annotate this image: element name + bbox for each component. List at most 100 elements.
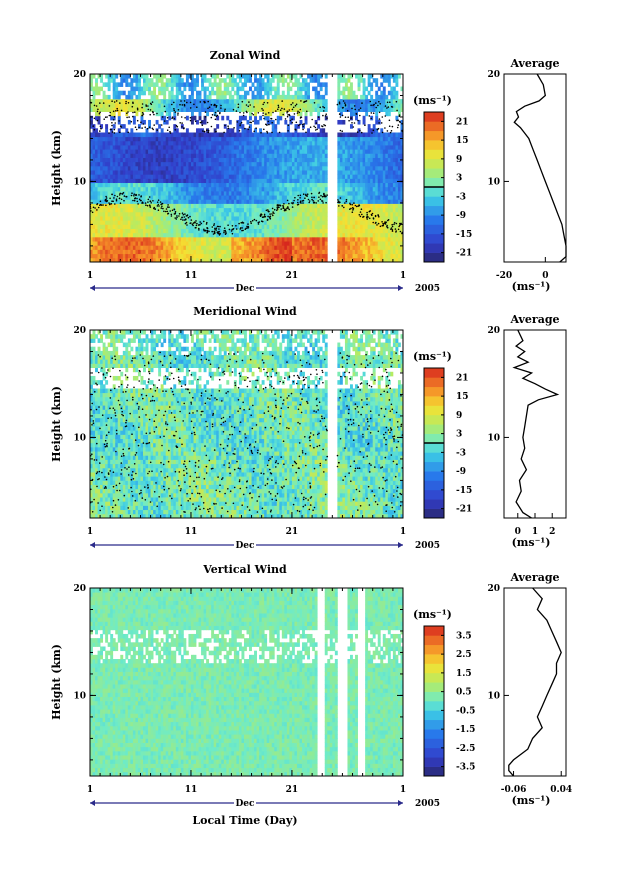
heatmap-cell [183,145,187,150]
heatmap-cell [347,99,351,104]
contour-dot [136,200,139,203]
heatmap-cell [150,207,154,213]
heatmap-cell [344,253,348,259]
heatmap-cell [385,153,389,158]
heatmap-cell [170,78,174,83]
heatmap-cell [302,161,305,167]
heatmap-cell [276,140,280,146]
heatmap-cell [281,249,285,255]
heatmap-cell [198,190,202,196]
heatmap-cell [168,99,172,104]
heatmap-cell [208,170,212,175]
heatmap-cell [304,178,308,184]
heatmap-cell [178,149,182,154]
heatmap-cell [170,203,174,209]
heatmap-cell [271,170,275,175]
heatmap-cell [193,199,197,204]
contour-dot [240,121,243,124]
heatmap-cell [163,115,167,121]
heatmap-cell [342,241,346,246]
heatmap-cell [274,103,278,108]
heatmap-cell [216,190,220,196]
heatmap-cell [112,74,116,79]
heatmap-cell [211,99,215,104]
heatmap-cell [115,190,119,196]
heatmap-cell [107,203,111,209]
heatmap-cell [170,241,174,246]
heatmap-cell [302,253,305,259]
heatmap-cell [218,157,222,163]
heatmap-cell [269,249,273,255]
heatmap-cell [198,236,202,242]
heatmap-cell [90,99,93,104]
heatmap-cell [372,149,376,154]
heatmap-cell [380,232,384,238]
heatmap-cell [352,236,356,242]
heatmap-cell [155,165,159,171]
heatmap-cell [120,74,124,79]
heatmap-cell [168,199,172,204]
heatmap-cell [216,132,220,138]
heatmap-cell [190,115,194,121]
heatmap-cell [307,128,310,133]
heatmap-cell [117,94,121,100]
heatmap-cell [309,107,313,112]
heatmap-cell [160,170,164,175]
heatmap-cell [387,78,391,83]
contour-dot [280,208,283,210]
heatmap-cell [246,195,250,200]
heatmap-cell [395,82,399,87]
heatmap-cell [266,224,270,229]
heatmap-cell [337,78,341,83]
heatmap-cell [375,232,379,238]
heatmap-cell [178,228,182,234]
heatmap-cell [168,232,172,238]
heatmap-cell [238,132,242,138]
heatmap-cell [140,257,144,263]
heatmap-cell [120,207,124,213]
heatmap-cell [183,136,187,142]
heatmap-cell [122,207,126,213]
heatmap-cell [367,253,371,259]
heatmap-cell [360,249,364,255]
heatmap-cell [196,199,199,204]
heatmap-cell [377,203,381,209]
heatmap-cell [102,241,106,246]
heatmap-cell [211,161,215,167]
heatmap-cell [254,195,257,200]
heatmap-cell [324,249,328,255]
heatmap-cell [259,149,263,154]
heatmap-cell [322,170,326,175]
heatmap-cell [355,103,358,108]
heatmap-cell [281,182,285,188]
heatmap-cell [276,86,280,92]
heatmap-cell [137,161,141,167]
heatmap-cell [218,149,222,154]
contour-dot [125,102,127,105]
heatmap-cell [95,195,98,200]
contour-dot [381,221,383,223]
heatmap-cell [145,153,149,158]
heatmap-cell [193,224,197,229]
heatmap-cell [127,207,131,213]
heatmap-cell [117,186,121,192]
heatmap-cell [148,99,151,104]
heatmap-cell [385,161,389,167]
heatmap-cell [281,232,285,238]
heatmap-cell [390,161,394,167]
heatmap-cell [175,94,179,100]
heatmap-cell [233,90,237,96]
heatmap-cell [390,107,394,112]
heatmap-cell [372,78,376,83]
heatmap-cell [221,153,225,158]
heatmap-cell [206,203,210,209]
heatmap-cell [110,78,114,83]
heatmap-cell [372,228,376,234]
heatmap-cell [246,99,250,104]
heatmap-cell [132,211,136,217]
heatmap-cell [155,74,159,79]
heatmap-cell [188,170,192,175]
heatmap-cell [362,90,366,96]
heatmap-cell [241,107,245,112]
heatmap-cell [387,136,391,142]
